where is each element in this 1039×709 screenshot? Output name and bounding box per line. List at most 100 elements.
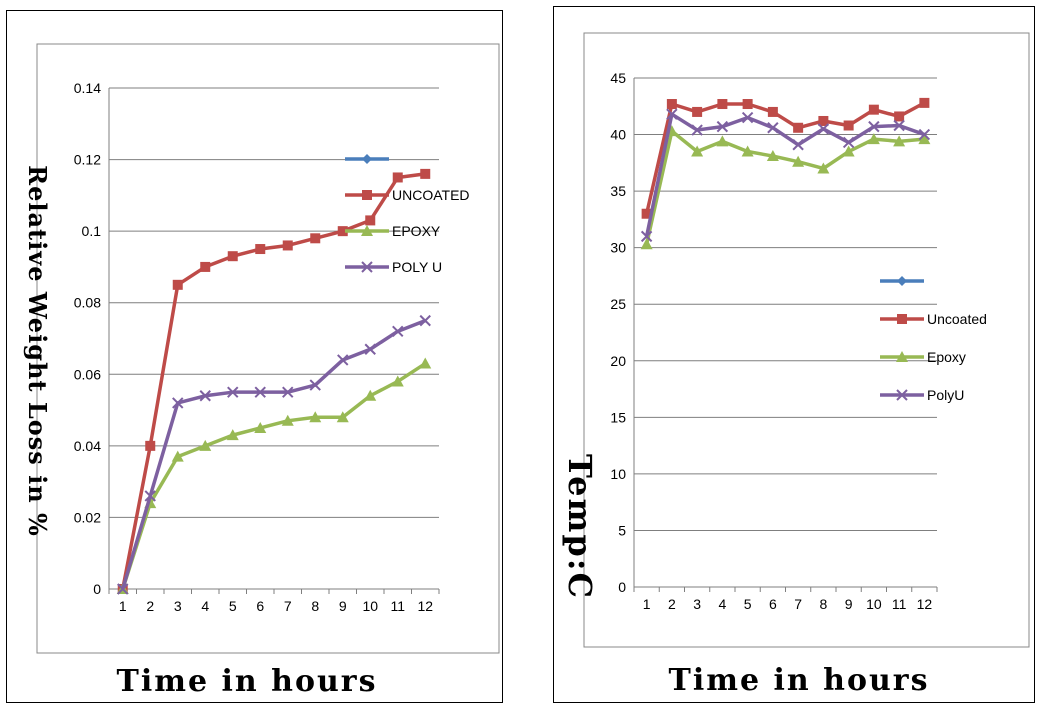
data-point	[392, 172, 403, 183]
x-tick-label: 9	[339, 598, 347, 614]
data-point	[766, 150, 779, 162]
data-point	[117, 583, 129, 595]
x-axis-title: Time in hours	[117, 664, 378, 699]
x-tick-label: 5	[744, 596, 752, 612]
legend-marker	[896, 351, 908, 362]
x-tick-label: 3	[174, 598, 182, 614]
y-axis-title: Temp:C	[561, 454, 599, 600]
x-tick-label: 4	[718, 596, 726, 612]
x-tick-label: 3	[693, 596, 701, 612]
data-point	[691, 145, 704, 157]
data-point	[309, 411, 322, 423]
data-point	[199, 439, 212, 451]
data-point	[741, 111, 754, 124]
data-point	[818, 115, 829, 126]
chart-area-border	[36, 43, 500, 654]
data-point	[691, 124, 703, 136]
data-point	[144, 490, 156, 502]
y-tick-label: 35	[610, 183, 626, 199]
data-point	[640, 238, 653, 250]
data-point	[364, 343, 376, 355]
data-point	[419, 314, 431, 327]
data-point	[842, 136, 855, 149]
data-point	[145, 440, 156, 451]
data-point	[254, 421, 267, 433]
y-tick-label: 0.06	[74, 366, 101, 382]
data-point	[282, 386, 294, 398]
data-point	[641, 208, 652, 219]
data-point	[310, 233, 321, 244]
y-tick-label: 15	[610, 409, 626, 425]
data-point	[666, 99, 677, 110]
y-tick-label: 45	[610, 70, 626, 86]
data-point	[336, 411, 349, 423]
data-point	[227, 251, 238, 262]
data-point	[717, 99, 728, 110]
data-point	[867, 133, 880, 145]
data-point	[716, 135, 729, 147]
x-tick-label: 2	[146, 598, 154, 614]
data-point	[692, 106, 703, 117]
y-tick-label: 0.08	[74, 295, 101, 311]
series-line-epoxy	[121, 362, 427, 590]
series-line-epoxy	[644, 129, 925, 245]
data-point	[666, 108, 678, 120]
x-tick-label: 1	[119, 598, 127, 614]
data-point	[640, 230, 653, 243]
y-tick-label: 40	[610, 127, 626, 143]
y-tick-label: 30	[610, 240, 626, 256]
legend-label: EPOXY	[392, 223, 441, 239]
data-point	[792, 139, 804, 151]
series-line-uncoated	[121, 172, 426, 590]
x-tick-label: 8	[311, 598, 319, 614]
legend-marker	[897, 314, 907, 324]
data-point	[843, 120, 854, 131]
x-tick-label: 10	[866, 596, 882, 612]
y-tick-label: 25	[610, 296, 626, 312]
series-line-polyu	[644, 112, 925, 237]
x-tick-label: 11	[892, 596, 907, 612]
x-tick-label: 8	[819, 596, 827, 612]
x-tick-label: 2	[668, 596, 676, 612]
data-point	[893, 119, 905, 132]
legend-marker	[896, 389, 908, 401]
x-tick-label: 7	[284, 598, 292, 614]
data-point	[817, 123, 830, 135]
y-tick-label: 10	[610, 466, 626, 482]
data-point	[309, 379, 321, 391]
data-point	[716, 120, 729, 133]
data-point	[281, 414, 294, 426]
data-point	[199, 390, 211, 402]
data-point	[364, 389, 377, 401]
data-point	[365, 215, 376, 226]
data-point	[172, 279, 183, 290]
data-point	[172, 397, 184, 409]
y-tick-label: 0.04	[74, 438, 101, 454]
data-point	[817, 162, 830, 174]
legend-marker	[362, 154, 372, 164]
x-tick-label: 9	[845, 596, 853, 612]
data-point	[282, 240, 293, 251]
data-point	[337, 354, 349, 366]
data-point	[842, 145, 855, 157]
data-point	[868, 104, 879, 115]
x-axis-title: Time in hours	[669, 663, 930, 698]
data-point	[337, 226, 348, 237]
legend-marker	[362, 190, 372, 200]
data-point	[767, 122, 779, 134]
legend-label: UNCOATED	[392, 187, 470, 203]
data-point	[767, 106, 778, 117]
data-point	[255, 244, 266, 255]
y-tick-label: 0.12	[74, 152, 101, 168]
y-tick-label: 0.1	[82, 223, 102, 239]
y-tick-label: 0.14	[74, 80, 101, 96]
data-point	[420, 168, 431, 179]
y-tick-label: 20	[610, 353, 626, 369]
data-point	[918, 133, 931, 145]
data-point	[792, 155, 805, 167]
x-tick-label: 12	[417, 598, 433, 614]
legend-label: PolyU	[927, 387, 964, 403]
series-line-poly-u	[121, 318, 426, 590]
chart-panel-right: 0 5 10 15 20 25 30 35 40 45 1 2 3 4 5 6 7 8 9 10 11 12 Uncoat…	[553, 6, 1035, 703]
